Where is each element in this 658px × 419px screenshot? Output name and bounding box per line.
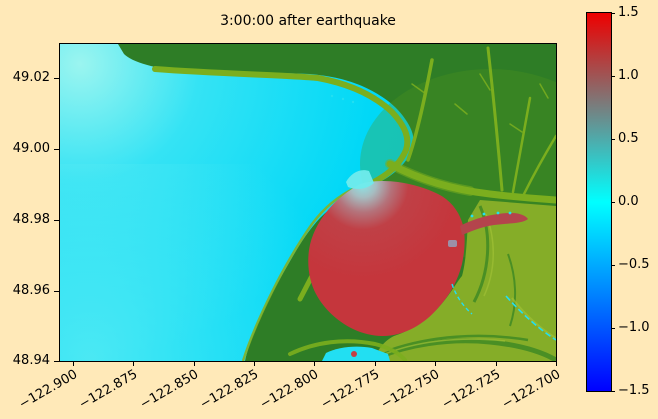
plot-title: 3:00:00 after earthquake: [220, 13, 396, 29]
colorbar-tick-mark: [611, 13, 615, 14]
y-tick-mark: [54, 220, 59, 221]
y-tick-mark: [54, 291, 59, 292]
terrain-streaks-dark: [368, 205, 556, 361]
x-tick-mark: [375, 362, 376, 366]
y-tick-label: 49.02: [12, 70, 50, 85]
plot-area: [59, 43, 557, 362]
shoreline-edging: [241, 186, 356, 361]
x-tick-label: −122.725: [440, 367, 504, 413]
x-tick-label: −122.750: [379, 367, 443, 413]
x-tick-label: −122.825: [198, 367, 262, 413]
colorbar-tick-mark: [611, 202, 615, 203]
colorbar-tick-label: 0.0: [618, 194, 639, 209]
colorbar-tick-label: −0.5: [618, 257, 650, 272]
colorbar-tick-mark: [611, 391, 615, 392]
lowland-area: [373, 200, 556, 361]
x-tick-mark: [435, 362, 436, 366]
colorbar-tick-mark: [611, 328, 615, 329]
map-details: [322, 94, 556, 361]
y-tick-mark: [54, 361, 59, 362]
flood-channel: [460, 213, 528, 235]
x-tick-label: −122.700: [500, 367, 564, 413]
x-tick-mark: [314, 362, 315, 366]
x-tick-mark: [73, 362, 74, 366]
x-tick-mark: [496, 362, 497, 366]
y-tick-label: 48.98: [12, 212, 50, 227]
colorbar-tick-label: −1.5: [618, 383, 650, 398]
colorbar-tick-mark: [611, 139, 615, 140]
y-tick-label: 49.00: [12, 141, 50, 156]
bay-entrance-water: [346, 170, 374, 189]
y-tick-label: 48.96: [12, 283, 50, 298]
x-tick-label: −122.800: [258, 367, 322, 413]
x-tick-label: −122.850: [138, 367, 202, 413]
colorbar-tick-label: −1.0: [618, 320, 650, 335]
map-canvas: [60, 44, 556, 361]
colorbar-tick-label: 1.5: [618, 5, 639, 20]
x-tick-label: −122.775: [319, 367, 383, 413]
colorbar-tick-label: 0.5: [618, 131, 639, 146]
x-tick-mark: [133, 362, 134, 366]
river-valleys: [152, 46, 556, 361]
y-tick-mark: [54, 78, 59, 79]
colorbar-tick-mark: [611, 76, 615, 77]
colorbar-tick-label: 1.0: [618, 68, 639, 83]
x-tick-label: −122.875: [77, 367, 141, 413]
flooded-basin: [308, 180, 465, 337]
x-tick-label: −122.900: [17, 367, 81, 413]
colorbar-tick-mark: [611, 265, 615, 266]
y-tick-mark: [54, 149, 59, 150]
x-tick-mark: [556, 362, 557, 366]
colorbar: [586, 12, 612, 392]
y-tick-label: 48.94: [12, 353, 50, 368]
x-tick-mark: [254, 362, 255, 366]
x-tick-mark: [194, 362, 195, 366]
